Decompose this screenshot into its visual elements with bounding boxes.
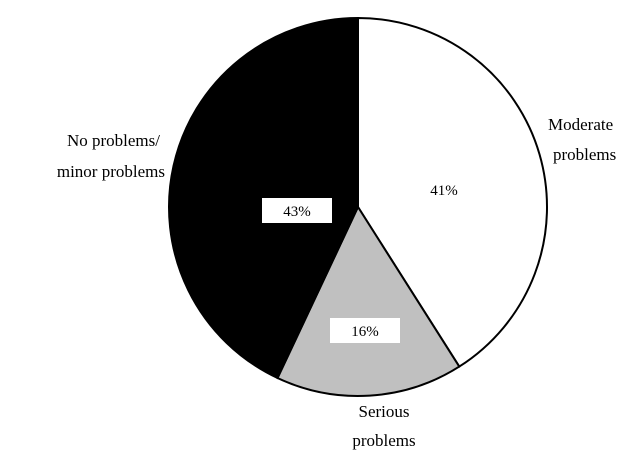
value-label-bg-no-problems — [262, 198, 332, 223]
category-label-serious-line2: problems — [352, 431, 415, 450]
category-label-no-problems-line1: No problems/ — [67, 131, 160, 150]
value-label-bg-serious — [330, 318, 400, 343]
category-label-moderate-line2: problems — [553, 145, 616, 164]
category-label-moderate-line1: Moderate — [548, 115, 613, 134]
value-label-no-problems: 43% — [283, 204, 311, 220]
pie-slice-serious — [276, 204, 461, 397]
category-label-no-problems-line2: minor problems — [57, 162, 165, 181]
value-label-serious: 16% — [351, 324, 379, 340]
pie-slice-moderate — [357, 16, 548, 368]
value-labels: 41% 16% 43% — [262, 183, 458, 343]
value-label-moderate: 41% — [430, 183, 458, 199]
category-label-serious-line1: Serious — [359, 402, 410, 421]
